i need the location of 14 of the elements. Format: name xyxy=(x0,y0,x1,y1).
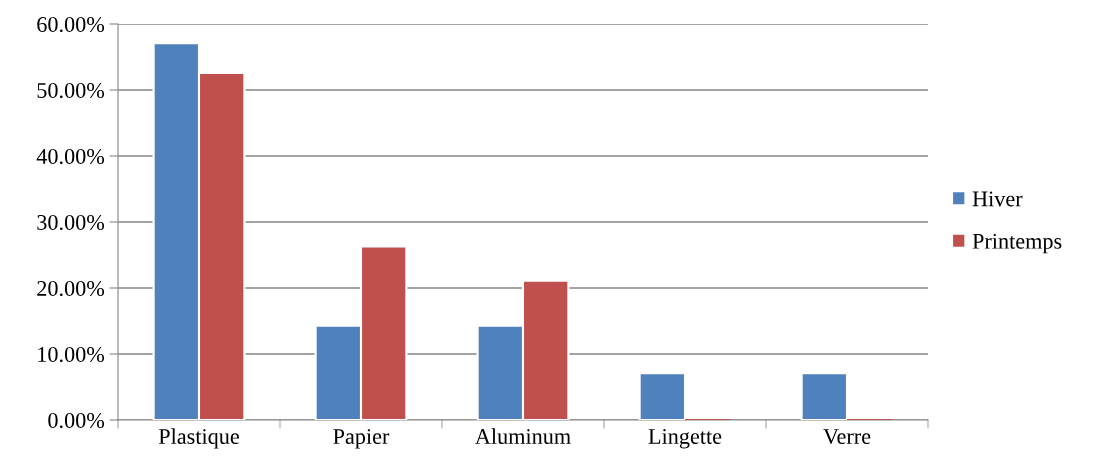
y-tick-label: 30.00% xyxy=(37,214,105,231)
x-tick-label: Lingette xyxy=(648,428,722,449)
y-tick-label: 60.00% xyxy=(37,16,105,33)
y-tick-label: 20.00% xyxy=(37,280,105,297)
x-tick-label: Aluminum xyxy=(475,428,571,444)
x-tick-label: Plastique xyxy=(158,428,239,449)
y-tick-label: 50.00% xyxy=(37,82,105,99)
x-tick-label: Papier xyxy=(333,429,390,449)
x-tick-label: Verre xyxy=(823,429,871,445)
y-tick-label: 0.00% xyxy=(48,412,105,429)
legend-label: Hiver xyxy=(972,191,1023,207)
legend-label: Printemps xyxy=(972,233,1062,254)
y-tick-label: 10.00% xyxy=(38,346,105,363)
y-tick-label: 40.00% xyxy=(36,148,105,165)
